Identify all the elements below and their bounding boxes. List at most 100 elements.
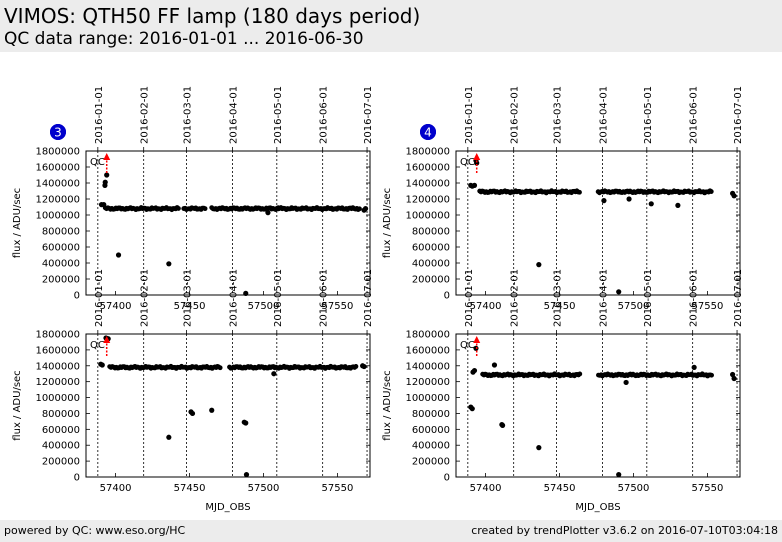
chart4-point [499,422,506,428]
chart3-badge-label: 3 [54,126,62,140]
chart3-date-label: 2016-06-01 [319,269,330,327]
chart1-point [275,205,281,211]
chart2-date-label: 2016-04-01 [598,86,609,144]
chart2-ytick-label: 1000000 [405,211,450,222]
chart3-xtick-label: 57450 [174,483,206,494]
chart4-ytick-label: 800000 [412,409,450,420]
chart3-ytick-label: 600000 [42,425,80,436]
chart1-point [104,172,110,178]
chart1-ytick-label: 200000 [42,275,80,286]
plots-svg: 12016-01-012016-02-012016-03-012016-04-0… [12,86,744,513]
chart4-date-label: 2016-04-01 [598,269,609,327]
chart4-point [469,406,475,412]
chart4-point [709,372,714,378]
chart3-ytick-label: 1600000 [35,345,80,356]
chart4-point [616,472,622,478]
chart2-point [471,182,478,188]
chart3-point [209,407,215,413]
chart2-qc-arrow-head [473,153,481,160]
report-footer: powered by QC: www.eso.org/HC created by… [0,520,782,542]
chart3-ytick-label: 200000 [42,457,80,468]
chart3-point [243,472,250,478]
chart4-xlabel: MJD_OBS [575,502,620,513]
chart1-ylabel: flux / ADU/sec [12,188,23,258]
chart2-point [616,289,622,295]
plot-grid: 12016-01-012016-02-012016-03-012016-04-0… [0,52,782,520]
chart2-ylabel: flux / ADU/sec [382,188,393,258]
chart2-ytick-label: 600000 [412,243,450,254]
chart1-ytick-label: 1400000 [35,179,80,190]
chart4-ytick-label: 400000 [412,441,450,452]
chart4-date-label: 2016-06-01 [689,269,700,327]
chart2-point [708,189,714,194]
chart2-point [675,202,681,208]
chart1-frame [85,150,371,296]
chart4-point [491,362,498,368]
chart1-date-label: 2016-07-01 [363,86,374,144]
chart2-point [731,193,737,199]
chart3-date-label: 2016-05-01 [273,269,284,327]
chart3-date-label: 2016-07-01 [363,269,374,327]
chart2-xtick-label: 57450 [544,301,576,312]
chart3-date-label: 2016-02-01 [140,269,151,327]
chart2-frame [455,150,741,296]
chart1-ytick-label: 0 [74,291,80,302]
chart2-ytick-label: 200000 [412,275,450,286]
chart1-ytick-label: 600000 [42,243,80,254]
chart1-ytick-label: 1200000 [35,195,80,206]
chart1-xtick-label: 57450 [174,301,206,312]
chart1-ytick-label: 1600000 [35,163,80,174]
chart1-point [362,206,369,212]
chart2-date-label: 2016-01-01 [464,86,475,144]
chart1-qc-arrow-head [103,153,111,160]
chart4-ytick-label: 1200000 [405,377,450,388]
chart4-date-label: 2016-07-01 [733,269,744,327]
chart4-point [731,375,737,382]
chart2-ytick-label: 1200000 [405,195,450,206]
chart2-point [474,160,480,166]
chart3-ylabel: flux / ADU/sec [12,370,23,440]
chart3-ytick-label: 1400000 [35,361,80,372]
chart3-point [166,434,172,440]
chart2-date-label: 2016-03-01 [553,86,564,144]
chart3-date-label: 2016-03-01 [183,269,194,327]
chart3-date-label: 2016-01-01 [94,269,105,327]
chart3-ytick-label: 0 [74,473,80,484]
chart2-ytick-label: 0 [444,291,450,302]
chart1-point [102,179,108,185]
chart4-point [536,445,542,451]
chart2-xtick-label: 57400 [470,301,502,312]
page-title: VIMOS: QTH50 FF lamp (180 days period) [4,4,421,28]
chart3-ytick-label: 1200000 [35,377,80,388]
chart4-xtick-label: 57500 [618,483,650,494]
chart1-date-label: 2016-01-01 [94,86,105,144]
chart4-point [623,379,629,386]
chart3-point [353,363,359,369]
chart1-date-label: 2016-06-01 [319,86,330,144]
chart3-qc-arrow-head [103,336,111,343]
page-subtitle: QC data range: 2016-01-01 ... 2016-06-30 [4,29,364,49]
chart3-xtick-label: 57550 [322,483,354,494]
chart2-point [648,201,654,207]
chart2-ytick-label: 800000 [412,227,450,238]
chart4-badge [420,124,436,140]
chart2-date-label: 2016-07-01 [733,86,744,144]
chart4-point [471,367,478,374]
chart1-point [176,206,181,211]
chart1-xtick-label: 57500 [248,301,280,312]
chart4-xtick-label: 57400 [470,483,502,494]
chart3-frame [85,333,371,478]
chart1-date-label: 2016-04-01 [228,86,239,144]
chart3-point [217,365,223,371]
chart2-ytick-label: 1400000 [405,179,450,190]
chart4-ytick-label: 1400000 [405,361,450,372]
chart4-ytick-label: 1800000 [405,330,450,341]
chart2-point [536,262,542,268]
chart1-point [115,252,122,258]
chart3-xlabel: MJD_OBS [205,502,250,513]
chart1-point [166,261,172,267]
chart2-date-label: 2016-02-01 [510,86,521,144]
chart2-point [577,189,582,195]
chart4-badge-label: 4 [424,126,432,140]
chart4-qc-arrow-head [473,336,481,343]
